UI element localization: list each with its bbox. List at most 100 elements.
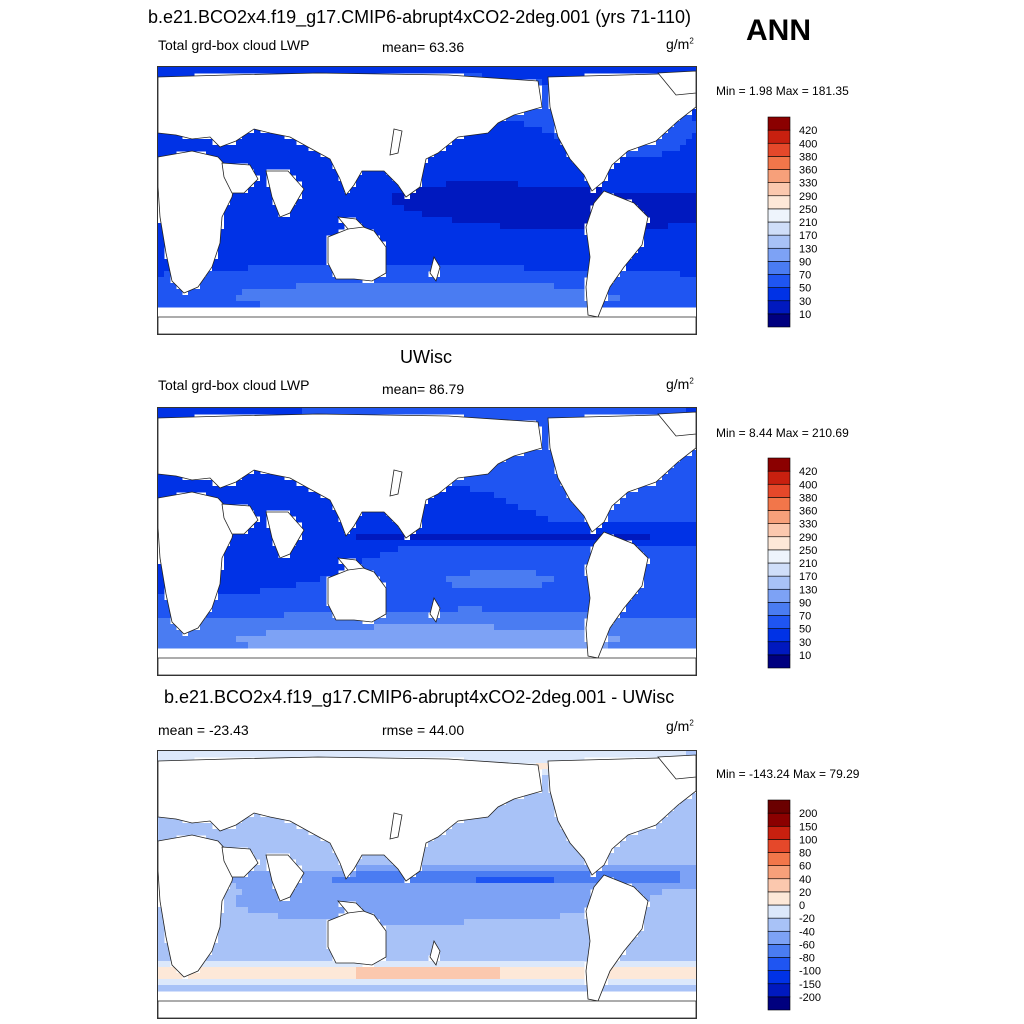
map-cell: [554, 289, 561, 296]
map-cell: [686, 139, 693, 146]
map-cell: [260, 217, 267, 224]
map-cell: [488, 289, 495, 296]
map-cell: [488, 211, 495, 218]
map-cell: [626, 181, 633, 188]
map-cell: [680, 835, 687, 842]
map-cell: [290, 295, 297, 302]
map-cell: [518, 576, 525, 583]
map-cell: [302, 534, 309, 541]
map-cell: [422, 181, 429, 188]
map-cell: [254, 181, 261, 188]
map-cell: [422, 259, 429, 266]
map-cell: [530, 528, 537, 535]
map-cell: [536, 139, 543, 146]
map-cell: [248, 133, 255, 140]
map-cell: [686, 67, 693, 74]
map-cell: [464, 301, 471, 308]
map-cell: [296, 618, 303, 625]
map-cell: [548, 175, 555, 182]
map-cell: [332, 865, 339, 872]
map-cell: [668, 811, 675, 818]
map-cell: [548, 217, 555, 224]
map-cell: [374, 546, 381, 553]
map-cell: [278, 301, 285, 308]
map-cell: [488, 600, 495, 607]
map-cell: [518, 295, 525, 302]
map-cell: [284, 265, 291, 272]
map-cell: [620, 853, 627, 860]
map-cell: [164, 600, 171, 607]
map-cell: [632, 841, 639, 848]
map-cell: [332, 528, 339, 535]
map-cell: [386, 859, 393, 866]
map-cell: [392, 594, 399, 601]
map-cell: [404, 295, 411, 302]
map-cell: [296, 546, 303, 553]
map-cell: [602, 642, 609, 649]
map-cell: [314, 492, 321, 499]
map-cell: [614, 618, 621, 625]
map-cell: [536, 193, 543, 200]
map-cell: [650, 199, 657, 206]
map-cell: [368, 283, 375, 290]
map-cell: [578, 265, 585, 272]
map-cell: [644, 853, 651, 860]
map-cell: [404, 301, 411, 308]
map-cell: [650, 187, 657, 194]
map-cell: [512, 259, 519, 266]
map-cell: [278, 241, 285, 248]
map-cell: [614, 528, 621, 535]
map-cell: [422, 241, 429, 248]
map-cell: [320, 175, 327, 182]
map-cell: [242, 277, 249, 284]
map-cell: [284, 289, 291, 296]
map-cell: [638, 265, 645, 272]
map-cell: [572, 217, 579, 224]
map-cell: [470, 193, 477, 200]
map-cell: [566, 295, 573, 302]
map-cell: [656, 865, 663, 872]
map-cell: [632, 865, 639, 872]
map-cell: [518, 829, 525, 836]
map-cell: [506, 408, 513, 415]
map-cell: [620, 504, 627, 511]
map-cell: [326, 534, 333, 541]
map-cell: [212, 606, 219, 613]
map-cell: [518, 522, 525, 529]
map-cell: [362, 642, 369, 649]
map-cell: [512, 468, 519, 475]
map-cell: [476, 301, 483, 308]
map-cell: [368, 636, 375, 643]
map-cell: [482, 486, 489, 493]
map-cell: [680, 474, 687, 481]
map-cell: [434, 217, 441, 224]
map-cell: [644, 564, 651, 571]
map-cell: [680, 847, 687, 854]
map-cell: [392, 564, 399, 571]
colorbar-swatch: [767, 274, 791, 288]
land-outline: [429, 255, 441, 282]
map-cell: [662, 265, 669, 272]
map-cell: [680, 552, 687, 559]
map-cell: [488, 636, 495, 643]
map-cell: [692, 853, 696, 860]
map-cell: [536, 169, 543, 176]
map-cell: [398, 247, 405, 254]
map-cell: [542, 642, 549, 649]
map-cell: [362, 871, 369, 878]
map-cell: [548, 289, 555, 296]
map-cell: [410, 552, 417, 559]
map-cell: [476, 265, 483, 272]
map-cell: [266, 163, 273, 170]
map-cell: [380, 277, 387, 284]
map-cell: [302, 528, 309, 535]
map-cell: [452, 235, 459, 242]
map-cell: [314, 187, 321, 194]
map-cell: [530, 859, 537, 866]
map-cell: [536, 450, 543, 457]
map-cell: [338, 283, 345, 290]
map-cell: [194, 139, 201, 146]
map-cell: [542, 835, 549, 842]
map-cell: [692, 193, 696, 200]
map-cell: [290, 642, 297, 649]
